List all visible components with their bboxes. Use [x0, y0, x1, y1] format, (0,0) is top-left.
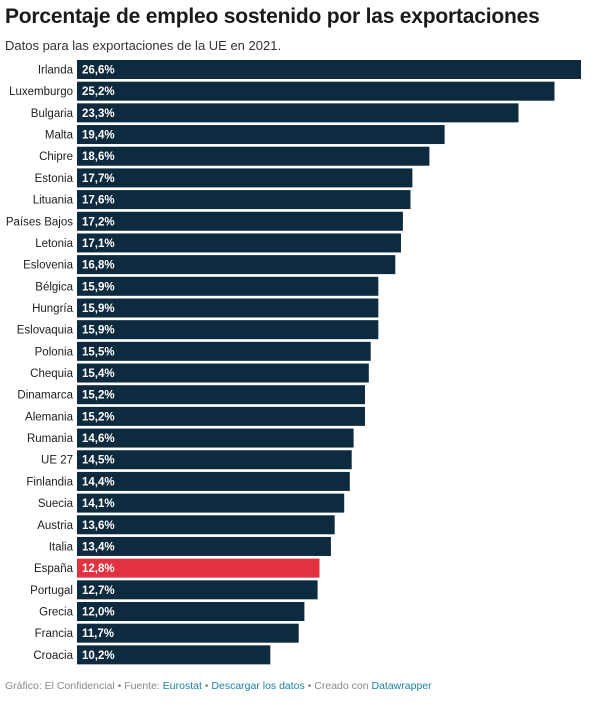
category-label: Croacia — [33, 650, 73, 662]
bar — [77, 233, 401, 253]
category-label: Dinamarca — [17, 390, 73, 402]
category-label: Eslovaquia — [17, 325, 74, 337]
bar — [77, 103, 519, 123]
category-label: Hungría — [32, 303, 74, 315]
value-label: 26,6% — [82, 65, 115, 77]
value-label: 14,5% — [82, 455, 115, 467]
footer-separator: • — [304, 680, 315, 692]
category-label: Alemania — [25, 411, 74, 423]
bar — [77, 428, 354, 448]
bar — [77, 406, 365, 426]
category-label: Polonia — [35, 346, 74, 358]
category-label: Países Bajos — [6, 216, 73, 228]
bar — [77, 81, 555, 101]
value-label: 12,7% — [82, 585, 115, 597]
category-label: Rumania — [27, 433, 74, 445]
category-label: Lituania — [33, 195, 74, 207]
bar — [77, 60, 581, 79]
value-label: 15,4% — [82, 368, 115, 380]
value-label: 10,2% — [82, 650, 115, 662]
bar — [77, 298, 379, 318]
bar — [77, 580, 318, 600]
footer-credit: Gráfico: El Confidencial — [5, 680, 115, 692]
bar — [77, 276, 379, 296]
category-label: Malta — [45, 130, 74, 142]
bar — [77, 645, 271, 665]
value-label: 15,9% — [82, 281, 115, 293]
value-label: 17,6% — [82, 195, 115, 207]
value-label: 19,4% — [82, 130, 115, 142]
bar — [77, 255, 396, 275]
value-label: 13,6% — [82, 520, 115, 532]
bar — [77, 623, 299, 643]
value-label: 12,8% — [82, 563, 115, 575]
value-label: 16,8% — [82, 260, 115, 272]
bar — [77, 493, 345, 513]
source-link[interactable]: Eurostat — [162, 680, 202, 692]
category-label: Irlanda — [38, 65, 74, 77]
value-label: 17,7% — [82, 173, 115, 185]
bar — [77, 602, 305, 621]
bar — [77, 341, 371, 361]
chart-subtitle: Datos para las exportaciones de la UE en… — [5, 38, 282, 53]
category-label: Bulgaria — [31, 108, 74, 120]
category-label: Austria — [37, 520, 73, 532]
category-label: Letonia — [35, 238, 73, 250]
bar — [77, 471, 350, 491]
chart-footer: Gráfico: El Confidencial • Fuente: Euros… — [5, 680, 432, 692]
value-label: 18,6% — [82, 151, 115, 163]
bar — [77, 515, 335, 535]
category-label: Finlandia — [26, 476, 73, 488]
bar — [77, 168, 413, 188]
value-label: 15,2% — [82, 411, 115, 423]
bar — [77, 146, 430, 166]
footer-separator: • — [114, 680, 125, 692]
bar — [77, 450, 352, 470]
bar — [77, 211, 403, 231]
value-label: 15,9% — [82, 303, 115, 315]
value-label: 15,2% — [82, 390, 115, 402]
download-data-link[interactable]: Descargar los datos — [211, 680, 305, 692]
value-label: 17,2% — [82, 216, 115, 228]
value-label: 15,5% — [82, 346, 115, 358]
bar — [77, 320, 379, 340]
category-label: Italia — [49, 541, 74, 553]
value-label: 23,3% — [82, 108, 115, 120]
category-label: UE 27 — [41, 455, 73, 467]
bar — [77, 190, 411, 210]
bar — [77, 385, 365, 405]
footer-separator: • — [201, 680, 212, 692]
value-label: 15,9% — [82, 325, 115, 337]
bar — [77, 558, 320, 578]
category-label: Portugal — [30, 585, 73, 597]
category-label: Eslovenia — [23, 260, 73, 272]
value-label: 13,4% — [82, 541, 115, 553]
value-label: 14,6% — [82, 433, 115, 445]
bar — [77, 363, 369, 383]
chart-title: Porcentaje de empleo sostenido por las e… — [5, 5, 540, 28]
category-label: Chequia — [30, 368, 73, 380]
value-label: 14,4% — [82, 476, 115, 488]
category-label: Grecia — [39, 607, 73, 619]
value-label: 11,7% — [82, 628, 114, 640]
datawrapper-link[interactable]: Datawrapper — [371, 680, 432, 692]
bar — [77, 536, 331, 556]
category-label: Francia — [35, 628, 74, 640]
bar — [77, 125, 445, 145]
category-label: Chipre — [39, 151, 73, 163]
category-label: Luxemburgo — [9, 86, 73, 98]
value-label: 17,1% — [82, 238, 115, 250]
value-label: 14,1% — [82, 498, 115, 510]
value-label: 12,0% — [82, 607, 115, 619]
category-label: Suecia — [38, 498, 74, 510]
category-label: Bélgica — [35, 281, 73, 293]
category-label: España — [34, 563, 74, 575]
value-label: 25,2% — [82, 86, 115, 98]
footer-source-prefix: Fuente: — [124, 680, 163, 692]
footer-made-with: Creado con — [314, 680, 372, 692]
category-label: Estonia — [35, 173, 74, 185]
